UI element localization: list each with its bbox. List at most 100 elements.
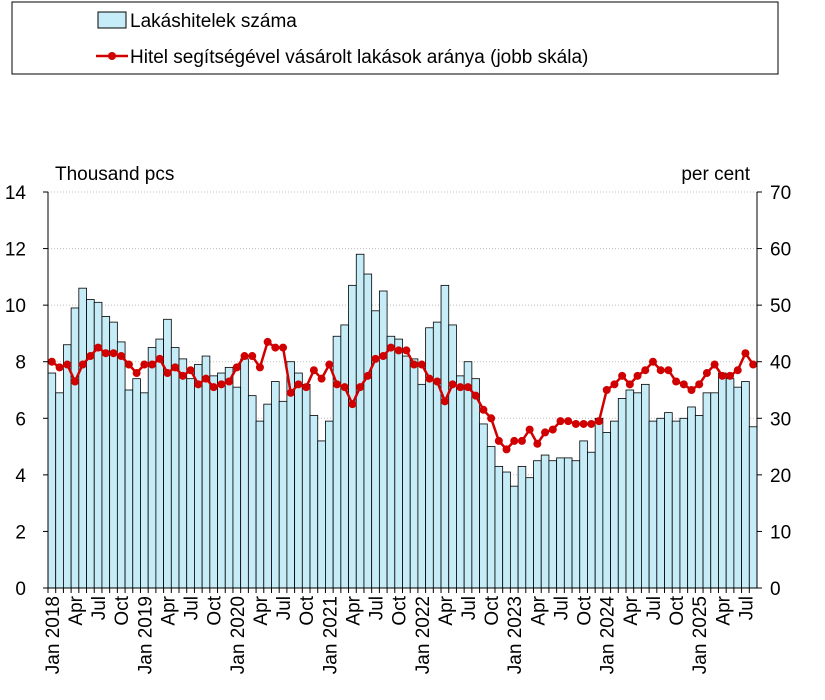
x-tick-label: Jan 2021 bbox=[320, 596, 341, 674]
x-tick-label: Oct bbox=[297, 595, 318, 625]
line-marker bbox=[456, 383, 465, 392]
bar bbox=[224, 366, 234, 589]
bar bbox=[563, 457, 573, 589]
line-marker bbox=[633, 371, 642, 380]
y-axis-label: Thousand pcs bbox=[55, 164, 174, 185]
line-marker bbox=[564, 417, 573, 426]
x-tick-label: Jul bbox=[89, 596, 110, 620]
line-marker bbox=[741, 349, 750, 358]
line-marker bbox=[248, 352, 257, 361]
bar bbox=[748, 426, 758, 589]
y2-tick-label: 70 bbox=[770, 183, 791, 204]
line-marker bbox=[618, 371, 627, 380]
line-marker bbox=[471, 391, 480, 400]
line-marker bbox=[556, 417, 565, 426]
bar bbox=[718, 372, 727, 589]
bar bbox=[348, 284, 357, 589]
bar bbox=[687, 406, 696, 589]
line-marker bbox=[217, 380, 226, 389]
bar bbox=[540, 454, 550, 589]
line-marker bbox=[433, 377, 442, 386]
line-marker bbox=[255, 363, 264, 372]
bar bbox=[633, 392, 642, 589]
x-tick-label: Jan 2018 bbox=[43, 596, 64, 674]
bar bbox=[132, 378, 141, 589]
y2-tick-label: 50 bbox=[770, 296, 791, 317]
line-marker bbox=[94, 343, 103, 352]
line-marker bbox=[70, 377, 79, 386]
bar bbox=[548, 460, 558, 589]
bar bbox=[594, 417, 604, 589]
line-marker bbox=[363, 371, 372, 380]
legend-swatch-marker bbox=[108, 52, 116, 60]
line-marker bbox=[356, 383, 365, 392]
bar bbox=[602, 432, 611, 589]
line-marker bbox=[163, 369, 172, 378]
bar bbox=[301, 383, 311, 589]
x-tick-label: Apr bbox=[158, 595, 179, 625]
bar bbox=[47, 372, 57, 589]
line-marker bbox=[656, 366, 665, 375]
x-tick-label: Jan 2019 bbox=[135, 596, 156, 674]
line-marker bbox=[502, 445, 511, 454]
line-marker bbox=[340, 383, 349, 392]
bar bbox=[479, 423, 488, 589]
y2-tick-label: 30 bbox=[770, 409, 791, 430]
bar bbox=[263, 403, 272, 589]
bar bbox=[209, 375, 218, 589]
bar bbox=[664, 412, 673, 589]
bar bbox=[710, 392, 719, 589]
line-marker bbox=[348, 400, 357, 409]
bar bbox=[610, 420, 619, 589]
bar bbox=[78, 287, 87, 589]
y2-tick-label: 10 bbox=[770, 522, 791, 543]
x-tick-label: Jan 2023 bbox=[505, 596, 526, 674]
line-marker bbox=[610, 380, 619, 389]
line-marker bbox=[695, 380, 704, 389]
line-marker bbox=[394, 346, 403, 355]
bar bbox=[355, 253, 365, 589]
bar bbox=[124, 389, 134, 589]
legend-label: Hitel segítségével vásárolt lakások arán… bbox=[130, 47, 588, 68]
line-marker bbox=[201, 374, 210, 383]
line-marker bbox=[602, 386, 611, 394]
line-marker bbox=[648, 357, 657, 366]
bar bbox=[502, 471, 511, 589]
line-marker bbox=[672, 377, 681, 386]
y-tick-label: 6 bbox=[15, 409, 26, 430]
line-marker bbox=[448, 380, 457, 389]
bar bbox=[371, 310, 380, 589]
y-tick-label: 0 bbox=[15, 579, 26, 600]
x-tick-label: Jul bbox=[367, 596, 388, 620]
bar bbox=[317, 440, 326, 589]
bar bbox=[517, 465, 527, 589]
line-marker bbox=[417, 360, 426, 369]
line-marker bbox=[109, 349, 118, 358]
bar bbox=[571, 460, 581, 589]
line-marker bbox=[425, 374, 434, 383]
bar bbox=[579, 440, 588, 589]
bar bbox=[109, 321, 118, 589]
line-marker bbox=[178, 371, 187, 380]
line-marker bbox=[240, 352, 249, 361]
x-tick-label: Apr bbox=[713, 595, 734, 625]
bar bbox=[448, 324, 457, 589]
line-marker bbox=[286, 388, 295, 397]
line-marker bbox=[309, 366, 318, 375]
line-marker bbox=[571, 419, 580, 428]
line-marker bbox=[117, 352, 126, 361]
y2-axis-label: per cent bbox=[681, 164, 750, 185]
bar bbox=[471, 378, 480, 589]
line-marker bbox=[587, 419, 596, 428]
line-marker bbox=[533, 439, 542, 448]
line-marker bbox=[302, 383, 311, 392]
line-marker bbox=[132, 369, 141, 378]
bar bbox=[725, 378, 735, 589]
line-marker bbox=[271, 343, 280, 352]
y-tick-label: 12 bbox=[5, 240, 26, 261]
bar bbox=[625, 389, 635, 589]
x-tick-label: Jul bbox=[182, 596, 203, 620]
line-marker bbox=[494, 436, 503, 445]
bar bbox=[694, 415, 704, 589]
line-marker bbox=[325, 360, 334, 369]
